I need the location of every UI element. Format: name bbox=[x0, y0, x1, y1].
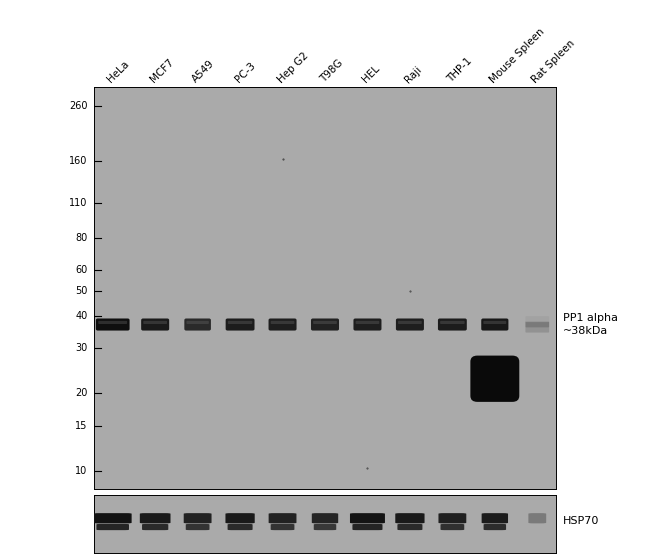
FancyBboxPatch shape bbox=[356, 321, 380, 324]
Text: 60: 60 bbox=[75, 266, 87, 276]
Text: 20: 20 bbox=[75, 389, 87, 399]
FancyBboxPatch shape bbox=[525, 321, 549, 328]
FancyBboxPatch shape bbox=[396, 319, 424, 330]
Text: 50: 50 bbox=[75, 286, 87, 296]
Text: 110: 110 bbox=[69, 197, 87, 207]
FancyBboxPatch shape bbox=[270, 321, 294, 324]
Text: T98G: T98G bbox=[318, 58, 344, 84]
Text: A549: A549 bbox=[190, 59, 216, 84]
Text: PC-3: PC-3 bbox=[233, 60, 257, 84]
FancyBboxPatch shape bbox=[395, 513, 424, 523]
FancyBboxPatch shape bbox=[184, 513, 211, 523]
Text: THP-1: THP-1 bbox=[445, 56, 474, 84]
FancyBboxPatch shape bbox=[484, 321, 506, 324]
Text: HEL: HEL bbox=[360, 63, 382, 84]
FancyBboxPatch shape bbox=[482, 513, 508, 523]
FancyBboxPatch shape bbox=[227, 524, 253, 530]
Text: 15: 15 bbox=[75, 420, 87, 430]
Text: 10: 10 bbox=[75, 466, 87, 476]
FancyBboxPatch shape bbox=[350, 513, 385, 523]
FancyBboxPatch shape bbox=[441, 524, 464, 530]
Text: Rat Spleen: Rat Spleen bbox=[530, 38, 577, 84]
FancyBboxPatch shape bbox=[228, 321, 252, 324]
FancyBboxPatch shape bbox=[481, 319, 508, 330]
FancyBboxPatch shape bbox=[140, 513, 170, 523]
FancyBboxPatch shape bbox=[354, 319, 382, 330]
Text: Hep G2: Hep G2 bbox=[276, 50, 310, 84]
FancyBboxPatch shape bbox=[528, 513, 546, 523]
FancyBboxPatch shape bbox=[226, 513, 255, 523]
FancyBboxPatch shape bbox=[352, 524, 382, 530]
FancyBboxPatch shape bbox=[226, 319, 255, 330]
FancyBboxPatch shape bbox=[143, 321, 167, 324]
FancyBboxPatch shape bbox=[398, 321, 422, 324]
Text: PP1 alpha
~38kDa: PP1 alpha ~38kDa bbox=[563, 313, 618, 336]
FancyBboxPatch shape bbox=[94, 513, 132, 523]
FancyBboxPatch shape bbox=[525, 326, 549, 333]
FancyBboxPatch shape bbox=[268, 513, 296, 523]
FancyBboxPatch shape bbox=[484, 524, 506, 530]
FancyBboxPatch shape bbox=[141, 319, 169, 330]
FancyBboxPatch shape bbox=[471, 356, 519, 402]
FancyBboxPatch shape bbox=[397, 524, 422, 530]
Text: 30: 30 bbox=[75, 343, 87, 353]
FancyBboxPatch shape bbox=[311, 319, 339, 330]
Text: HSP70: HSP70 bbox=[563, 516, 599, 526]
FancyBboxPatch shape bbox=[96, 524, 129, 530]
FancyBboxPatch shape bbox=[185, 319, 211, 330]
FancyBboxPatch shape bbox=[187, 321, 209, 324]
FancyBboxPatch shape bbox=[438, 319, 467, 330]
FancyBboxPatch shape bbox=[313, 321, 337, 324]
Text: 160: 160 bbox=[69, 155, 87, 165]
Text: 80: 80 bbox=[75, 233, 87, 243]
FancyBboxPatch shape bbox=[440, 321, 465, 324]
FancyBboxPatch shape bbox=[268, 319, 296, 330]
Text: MCF7: MCF7 bbox=[148, 57, 176, 84]
FancyBboxPatch shape bbox=[525, 316, 549, 322]
FancyBboxPatch shape bbox=[96, 319, 129, 330]
Text: 40: 40 bbox=[75, 311, 87, 321]
Text: HeLa: HeLa bbox=[106, 59, 131, 84]
FancyBboxPatch shape bbox=[186, 524, 209, 530]
FancyBboxPatch shape bbox=[439, 513, 466, 523]
FancyBboxPatch shape bbox=[270, 524, 294, 530]
Text: 260: 260 bbox=[69, 101, 87, 111]
FancyBboxPatch shape bbox=[98, 321, 127, 324]
FancyBboxPatch shape bbox=[312, 513, 338, 523]
FancyBboxPatch shape bbox=[314, 524, 336, 530]
Text: Mouse Spleen: Mouse Spleen bbox=[488, 26, 546, 84]
Text: Raji: Raji bbox=[403, 64, 424, 84]
FancyBboxPatch shape bbox=[142, 524, 168, 530]
